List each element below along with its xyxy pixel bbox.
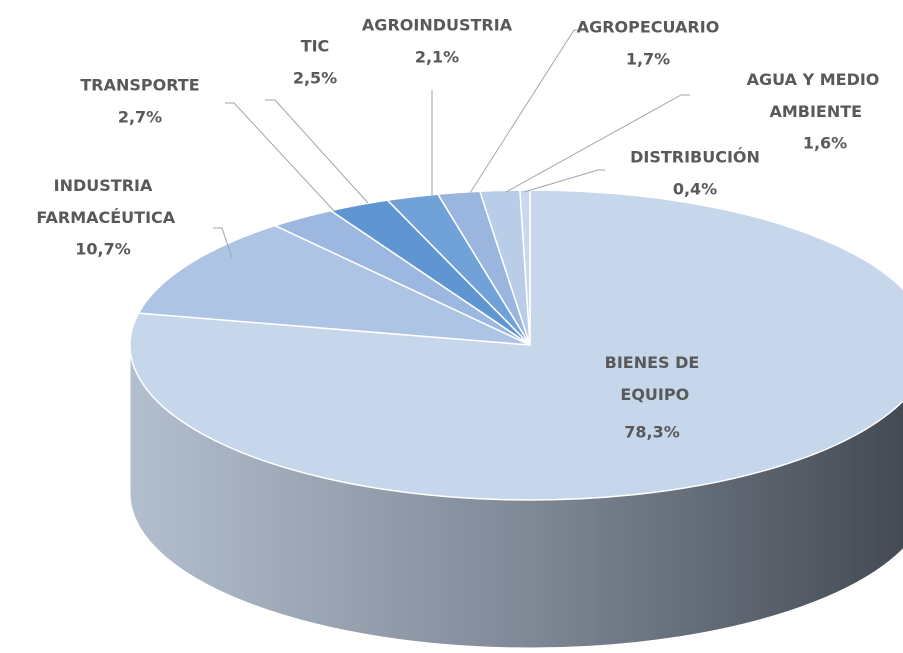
leader-line <box>505 94 690 193</box>
value-label: 1,6% <box>803 134 847 153</box>
leader-line <box>213 227 233 259</box>
slice-label: DISTRIBUCIÓN <box>630 148 760 167</box>
label-line: INDUSTRIA <box>54 176 153 195</box>
leader-line <box>225 102 336 213</box>
slice-label: BIENES DE EQUIPO <box>605 353 700 404</box>
slice-label: AGUA Y MEDIO AMBIENTE <box>747 70 880 121</box>
pie-slice <box>129 189 903 501</box>
value-label: 0,4% <box>673 180 717 199</box>
label-line: AGUA Y MEDIO <box>747 70 880 89</box>
value-label: 2,1% <box>415 48 459 67</box>
label-line: AMBIENTE <box>764 102 862 121</box>
leader-line <box>265 99 369 204</box>
value-label: 2,5% <box>293 69 337 88</box>
label-line: FARMACÉUTICA <box>31 208 176 227</box>
slice-label: TIC <box>301 37 330 56</box>
value-label: 10,7% <box>75 240 131 259</box>
slice-label: TRANSPORTE <box>80 76 199 95</box>
value-label: 1,7% <box>626 50 670 69</box>
label-line: BIENES DE <box>605 353 700 372</box>
value-label: 2,7% <box>118 108 162 127</box>
leader-line <box>469 29 580 194</box>
slice-label: AGROPECUARIO <box>577 18 720 37</box>
value-label: 78,3% <box>624 423 680 442</box>
slice-label: INDUSTRIA FARMACÉUTICA <box>31 176 176 227</box>
leader-line <box>523 169 605 193</box>
slice-label: AGROINDUSTRIA <box>362 16 513 35</box>
label-line: EQUIPO <box>615 385 689 404</box>
pie-slice <box>137 224 531 346</box>
